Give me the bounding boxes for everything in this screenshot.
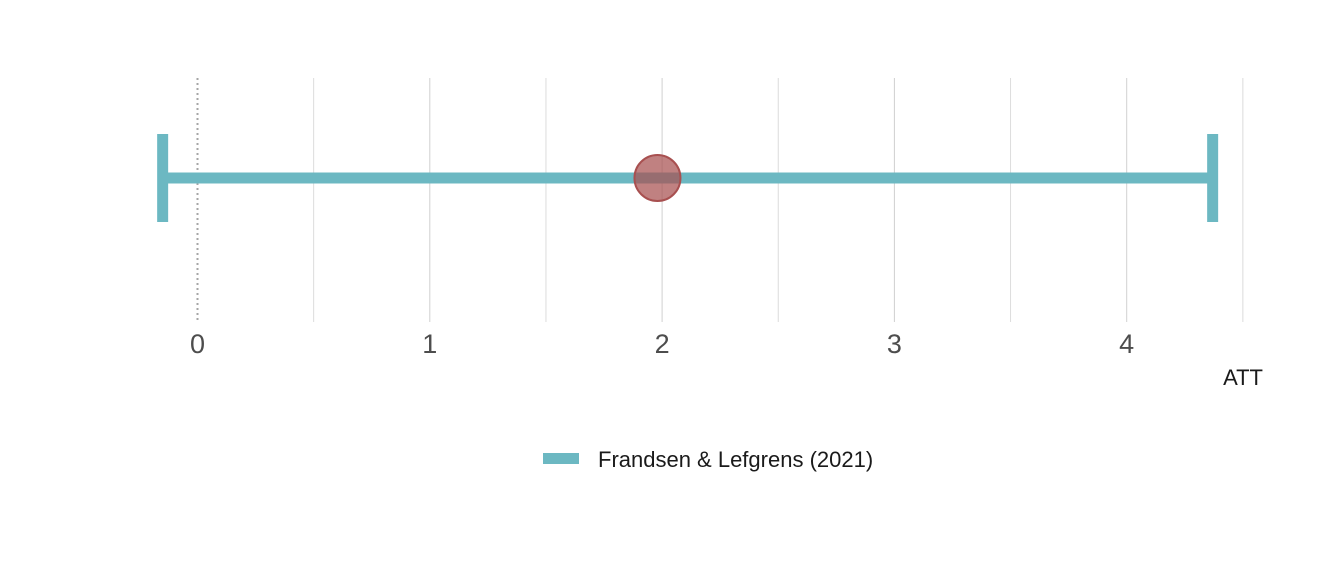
x-axis-title: ATT xyxy=(1223,365,1263,390)
minor-gridlines xyxy=(313,78,1244,322)
legend-key-swatch xyxy=(543,453,579,464)
major-gridlines xyxy=(429,78,1128,322)
estimate-series xyxy=(157,134,1219,222)
legend-label: Frandsen & Lefgrens (2021) xyxy=(598,447,873,472)
x-tick-label: 0 xyxy=(190,329,205,359)
point-estimate xyxy=(633,154,682,202)
x-tick-label: 1 xyxy=(422,329,437,359)
x-tick-label: 2 xyxy=(655,329,670,359)
x-tick-label: 3 xyxy=(887,329,902,359)
legend: Frandsen & Lefgrens (2021) xyxy=(543,447,873,472)
x-tick-label: 4 xyxy=(1119,329,1134,359)
x-axis-tick-labels: 0 1 2 3 4 xyxy=(190,329,1134,359)
